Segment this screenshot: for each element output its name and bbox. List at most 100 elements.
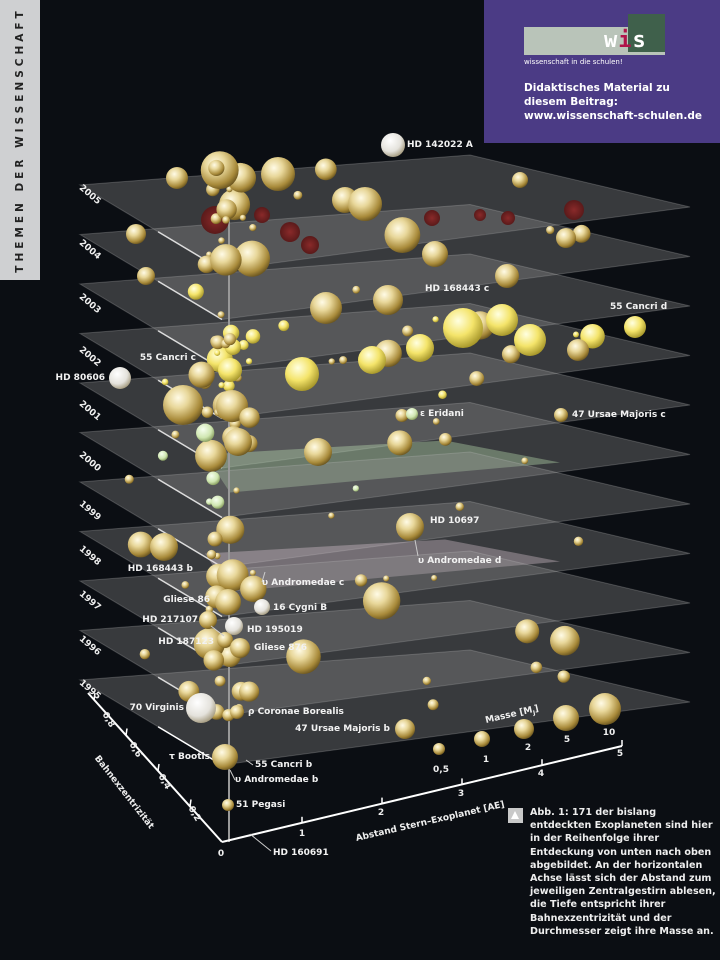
leader-line	[414, 539, 419, 557]
planet-label: 16 Cygni B	[273, 603, 328, 613]
labeled-planet-sphere	[395, 719, 415, 739]
planet-sphere	[314, 158, 337, 181]
planet-sphere	[233, 240, 271, 277]
planet-sphere	[580, 323, 605, 349]
mass-legend-sphere	[589, 693, 621, 725]
distance-tick: 1	[298, 829, 306, 839]
planet-label: HD 80606	[55, 373, 105, 383]
planet-sphere	[223, 333, 236, 346]
planet-label: HD 142022 A	[407, 140, 473, 150]
planet-sphere	[239, 214, 246, 221]
eccentricity-tick-mark	[93, 692, 96, 701]
planet-sphere	[124, 474, 134, 484]
planet-sphere	[352, 285, 361, 294]
planet-sphere	[216, 559, 249, 592]
planet-sphere	[206, 549, 217, 560]
leader-line	[261, 571, 266, 583]
distant-marker	[301, 236, 319, 254]
planet-sphere	[339, 356, 348, 365]
labeled-planet-sphere	[218, 358, 242, 382]
section-strip: THEMEN DER WISSENSCHAFT	[0, 0, 40, 280]
plane-edge	[157, 280, 223, 321]
mass-legend-sphere	[433, 743, 445, 755]
leader-line	[229, 769, 236, 781]
planet-sphere	[573, 536, 584, 547]
planet-sphere	[495, 264, 519, 288]
planet-label: HD 168443 c	[425, 284, 490, 294]
planet-sphere	[166, 167, 188, 189]
planet-sphere	[362, 582, 401, 620]
promo-link[interactable]: www.wissenschaft-schulen.de	[524, 110, 703, 122]
planet-sphere	[239, 681, 260, 702]
leader-line	[249, 833, 272, 852]
eccentricity-tick-mark	[189, 799, 192, 807]
planet-sphere	[218, 382, 225, 389]
planet-sphere	[285, 357, 319, 391]
plane-edge	[157, 478, 223, 519]
logo-tagline: wissenschaft in die schulen!	[524, 58, 623, 66]
promo-line: Didaktisches Material zu	[524, 82, 670, 94]
eccentricity-tick-mark	[125, 728, 128, 736]
planet-sphere	[210, 244, 242, 276]
planet-sphere	[304, 438, 332, 466]
planet-sphere	[556, 228, 576, 248]
planet-sphere	[217, 311, 225, 319]
planet-sphere	[249, 224, 257, 232]
labeled-planet-sphere	[199, 611, 217, 629]
mass-tick: 10	[602, 728, 616, 738]
planet-sphere	[572, 224, 591, 243]
plane-edge	[157, 726, 223, 766]
planet-sphere	[328, 358, 335, 365]
planet-sphere	[293, 190, 303, 200]
wis-logo: wis	[604, 28, 647, 53]
highlight-region	[205, 440, 560, 493]
planet-sphere	[432, 316, 439, 323]
planet-sphere	[530, 661, 543, 674]
planet-sphere	[157, 450, 168, 461]
planet-sphere	[238, 340, 249, 350]
planet-sphere	[352, 485, 359, 492]
planet-sphere	[126, 224, 146, 244]
planet-sphere	[163, 385, 203, 425]
planet-label: 55 Cancri b	[255, 760, 313, 770]
planet-sphere	[512, 172, 528, 188]
planet-sphere	[211, 495, 225, 509]
planet-sphere	[328, 512, 335, 519]
planet-sphere	[550, 625, 580, 656]
planet-label: 47 Ursae Majoris c	[572, 410, 666, 420]
highlight-region	[205, 539, 560, 592]
planet-sphere	[354, 574, 368, 587]
labeled-planet-sphere	[230, 705, 244, 719]
mass-tick: 5	[563, 735, 571, 745]
figure-caption: Abb. 1: 171 der bislang entdeckten Exopl…	[530, 807, 716, 937]
planet-sphere	[546, 225, 555, 235]
distance-tick: 2	[377, 808, 385, 818]
mass-legend-sphere	[514, 719, 534, 739]
distant-marker	[564, 200, 584, 220]
mass-legend-sphere	[553, 705, 579, 731]
labeled-planet-sphere	[109, 367, 131, 389]
planet-sphere	[486, 304, 518, 336]
mass-tick: 2	[524, 743, 532, 753]
distance-tick: 4	[537, 769, 545, 779]
planet-sphere	[373, 285, 403, 315]
planet-label: HD 160691	[273, 848, 329, 858]
planet-sphere	[567, 339, 589, 361]
planet-label: HD 195019	[247, 625, 303, 635]
planet-sphere	[387, 430, 413, 456]
eccentricity-axis	[87, 692, 223, 843]
labeled-planet-sphere	[225, 617, 243, 635]
planet-sphere	[214, 349, 221, 356]
labeled-planet-sphere	[406, 408, 418, 420]
planet-sphere	[187, 283, 204, 300]
labeled-planet-sphere	[215, 589, 241, 615]
distance-tick: 5	[616, 749, 624, 759]
planet-sphere	[422, 241, 448, 267]
promo-box: wis wissenschaft in die schulen! Didakti…	[484, 0, 720, 143]
labeled-planet-sphere	[624, 316, 646, 338]
planet-sphere	[137, 267, 155, 285]
labeled-planet-sphere	[150, 533, 178, 561]
labeled-planet-sphere	[217, 632, 233, 648]
planet-sphere	[261, 157, 295, 191]
planet-sphere	[455, 502, 464, 511]
